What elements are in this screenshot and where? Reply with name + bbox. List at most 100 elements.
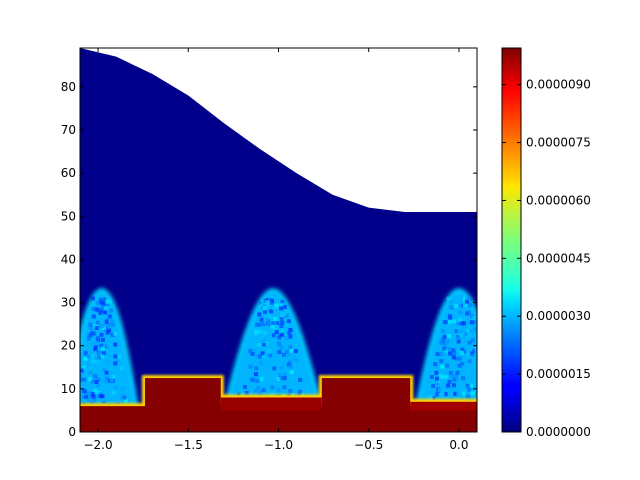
lobe-texture-cell [111, 375, 116, 379]
lobe-texture-cell [248, 349, 253, 354]
lobe-texture-cell [257, 343, 262, 347]
lobe-texture-cell [267, 349, 272, 354]
lobe-texture-cell [465, 299, 469, 304]
lobe-texture-cell [452, 319, 457, 324]
lobe-texture-cell [448, 371, 453, 375]
lobe-texture-cell [106, 296, 110, 301]
lobe-texture-cell [95, 359, 100, 364]
lobe-texture-cell [461, 376, 465, 381]
lobe-texture-cell [440, 329, 445, 334]
lobe-texture-cell [267, 315, 272, 320]
lobe-texture-cell [467, 387, 472, 392]
lobe-texture-cell [290, 361, 295, 366]
lobe-texture-cell [90, 331, 94, 336]
lobe-texture-cell [93, 345, 98, 350]
lobe-texture-cell [272, 353, 277, 358]
lobe-texture-cell [298, 377, 303, 382]
lobe-texture-cell [257, 312, 262, 317]
colorbar-tick-label: 0.0000030 [526, 309, 591, 323]
lobe-texture-cell [255, 378, 260, 383]
lobe-texture-cell [120, 395, 124, 400]
colorbar-gradient [502, 48, 521, 432]
lobe-texture-cell [100, 354, 105, 359]
lobe-edge-1 [80, 288, 140, 412]
lobe-texture-cell [104, 370, 109, 375]
lobe-texture-cell [90, 392, 95, 396]
lobe-texture-cell [471, 320, 476, 325]
lobe-texture-cell [288, 334, 293, 339]
lobe-texture-cell [90, 354, 95, 358]
lobe-texture-cell [445, 339, 450, 344]
lobe-texture-cell [490, 402, 494, 406]
lobe-texture-cell [456, 391, 461, 396]
lobe-texture-cell [264, 341, 269, 346]
lobe-texture-cell [88, 322, 93, 327]
lobe-texture-cell [263, 319, 268, 324]
lobe-texture-cell [270, 321, 275, 326]
lobe-texture-cell [467, 332, 472, 337]
lobe-texture-cell [90, 379, 95, 384]
lobe-texture-cell [283, 372, 287, 377]
hot-region-4 [220, 397, 322, 411]
lobe-texture-cell [84, 394, 89, 399]
lobe-texture-cell [466, 394, 471, 399]
lobe-texture-cell [100, 323, 105, 328]
lobe-texture-cell [257, 329, 262, 334]
lobe-texture-cell [469, 383, 474, 388]
lobe-texture-cell [276, 376, 281, 381]
lobe-texture-cell [284, 323, 289, 327]
lobe-texture-cell [289, 370, 294, 375]
lobe-texture-cell [435, 352, 440, 357]
lobe-texture-cell [95, 356, 99, 361]
lobe-texture-cell [82, 365, 87, 370]
lobe-texture-cell [81, 388, 86, 393]
lobe-texture-cell [292, 389, 297, 394]
lobe-texture-cell [280, 313, 285, 317]
lobe-texture-cell [93, 331, 98, 336]
lobe-texture-cell [120, 391, 125, 396]
lobe-texture-cell [280, 332, 284, 337]
lobe-texture-cell [275, 321, 280, 325]
lobe-texture-cell [249, 377, 254, 382]
lobe-texture-cell [261, 299, 266, 304]
x-axis: −2.0 −1.5 −1.0 −0.5 0.0 [83, 48, 469, 452]
lobe-1 [80, 289, 138, 411]
colorbar-tick-label: 0.0000000 [526, 425, 591, 439]
lobe-texture-cell [95, 383, 100, 388]
lobe-texture-cell [91, 394, 96, 399]
lobe-texture-cell [259, 317, 264, 322]
lobe-texture-cell [101, 351, 106, 356]
x-tick-label: −0.5 [354, 438, 383, 452]
lobe-texture-cell [106, 343, 111, 348]
lobe-texture-cell [254, 366, 259, 371]
lobe-texture-cell [440, 364, 445, 369]
lobe-texture-cell [292, 354, 297, 359]
lobe-texture-cell [477, 385, 481, 389]
lobe-texture-cell [465, 391, 470, 396]
lobe-texture-cell [103, 323, 108, 328]
lobe-texture-cell [466, 297, 471, 302]
lobe-texture-cell [110, 332, 115, 337]
colorbar-tick-label: 0.0000015 [526, 367, 591, 381]
lobe-texture-cell [270, 324, 275, 329]
lobe-texture-cell [442, 334, 447, 339]
lobe-texture-cell [98, 297, 103, 302]
lobe-texture-cell [86, 391, 91, 396]
lobe-texture-cell [253, 388, 258, 393]
lobe-texture-cell [114, 385, 119, 390]
y-tick-label: 70 [61, 123, 76, 137]
lobe-texture-cell [250, 352, 255, 356]
lobe-texture-cell [97, 355, 102, 360]
hot-region-3 [321, 378, 411, 411]
lobe-texture-cell [447, 392, 452, 396]
lobe-texture-cell [92, 314, 96, 319]
lobe-texture-cell [282, 376, 287, 381]
lobe-texture-cell [272, 366, 277, 371]
lobe-texture-cell [480, 365, 484, 369]
lobe-texture-cell [102, 297, 107, 302]
lobe-texture-cell [122, 395, 127, 400]
lobe-texture-cell [106, 359, 111, 364]
lobe-texture-cell [251, 349, 256, 354]
lobe-texture-cell [94, 380, 99, 384]
